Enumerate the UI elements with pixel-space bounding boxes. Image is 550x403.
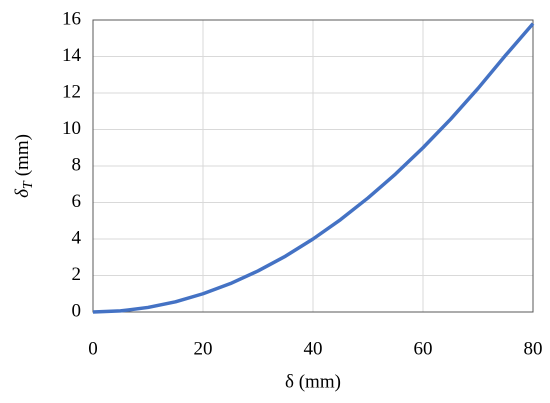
x-axis-label: δ (mm) — [285, 371, 341, 392]
y-tick-label: 6 — [72, 191, 82, 212]
y-label-unit: (mm) — [12, 134, 33, 176]
x-tick-label: 0 — [88, 338, 98, 359]
plot-border — [92, 19, 534, 313]
x-tick-label: 80 — [524, 338, 543, 359]
y-tick-label: 8 — [72, 154, 82, 175]
y-label-subscript: T — [21, 180, 36, 189]
y-tick-label: 14 — [62, 45, 82, 66]
y-label-symbol: δ — [12, 188, 33, 198]
y-tick-label: 10 — [62, 118, 81, 139]
data-line — [92, 22, 535, 314]
y-tick-label: 4 — [72, 227, 82, 248]
y-axis-label: δT (mm) — [12, 134, 36, 198]
y-tick-label: 12 — [62, 81, 81, 102]
x-tick-label: 40 — [304, 338, 323, 359]
x-tick-label: 60 — [414, 338, 433, 359]
y-tick-label: 16 — [62, 8, 81, 29]
y-tick-label: 0 — [72, 300, 82, 321]
y-tick-label: 2 — [72, 264, 82, 285]
x-tick-label: 20 — [194, 338, 213, 359]
